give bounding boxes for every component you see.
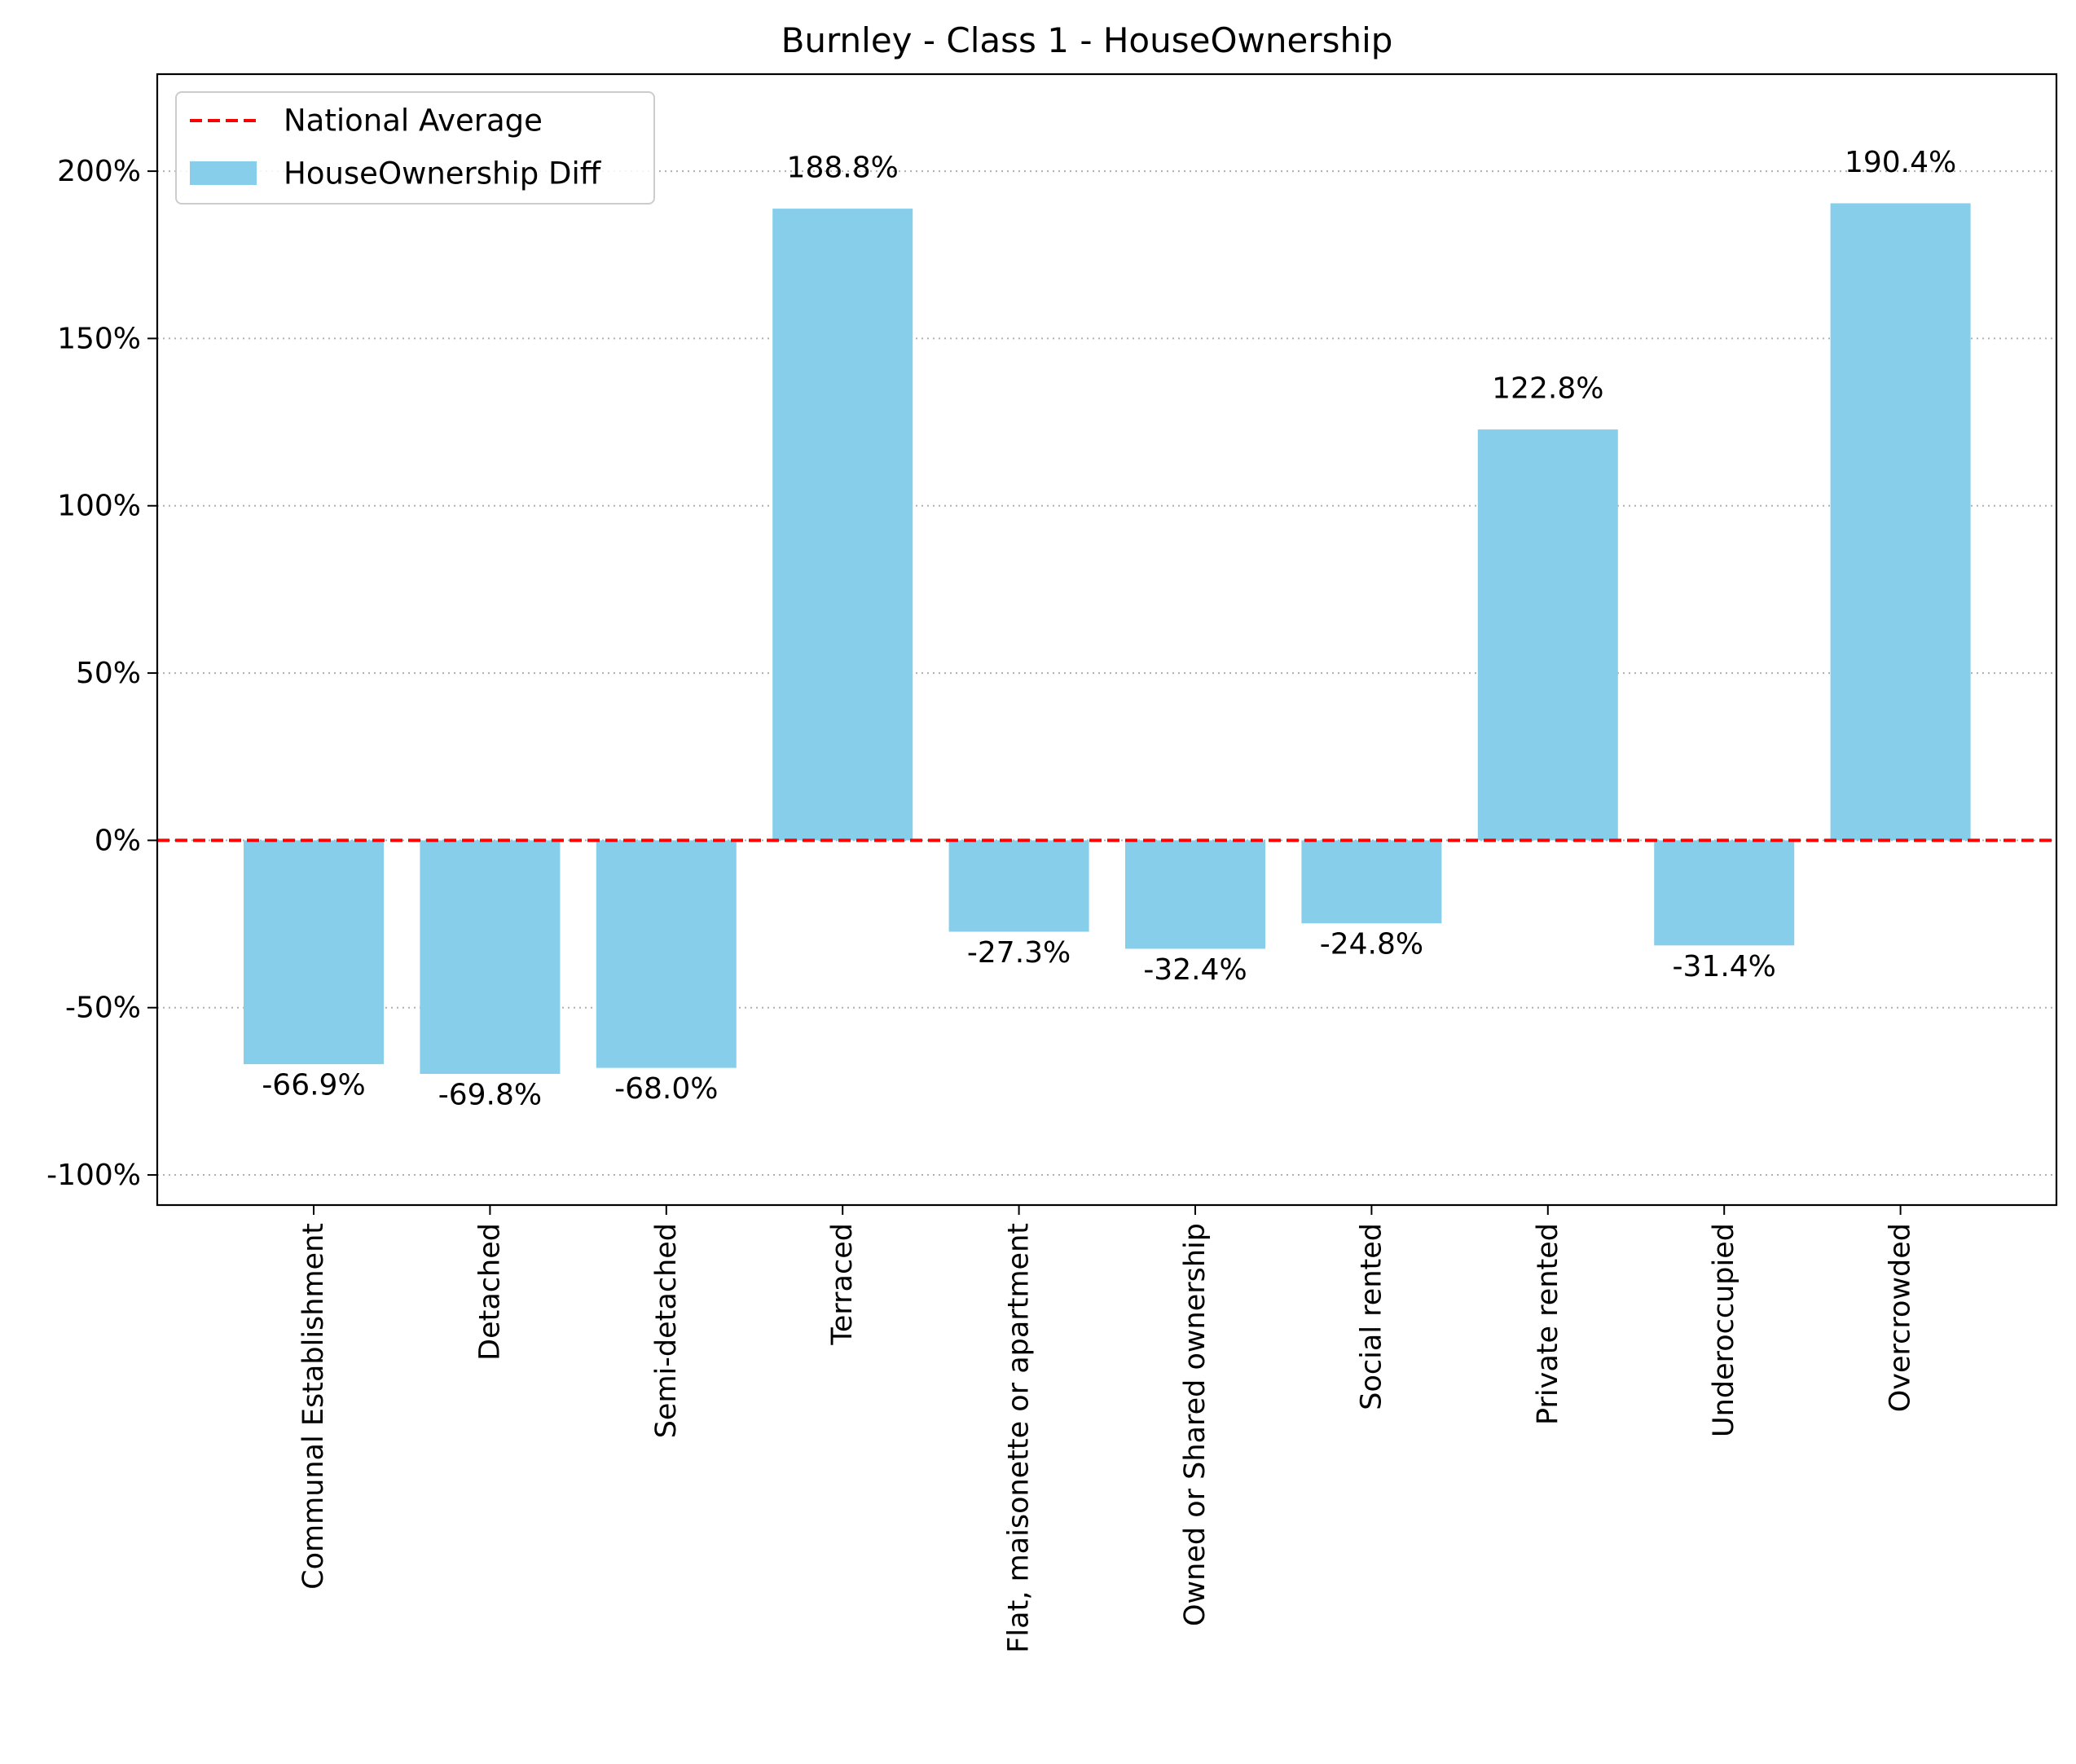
x-axis: Communal Establishment Detached Semi-detac… xyxy=(297,1205,1917,1653)
bar xyxy=(1477,429,1618,841)
legend-label: HouseOwnership Diff xyxy=(284,156,602,191)
y-tick-label: 100% xyxy=(57,490,141,523)
x-tick-label: Communal Establishment xyxy=(297,1223,330,1590)
bar xyxy=(772,209,913,841)
y-tick-label: 0% xyxy=(95,824,141,857)
x-tick-label: Detached xyxy=(473,1223,506,1361)
x-tick-label: Owned or Shared ownership xyxy=(1179,1223,1212,1626)
bars xyxy=(244,203,1971,1075)
data-label: -68.0% xyxy=(614,1072,718,1106)
bar xyxy=(1125,840,1265,949)
legend-bar-swatch xyxy=(190,161,257,185)
data-labels: -66.9% -69.8% -68.0% 188.8% -27.3% -32.4% -24.… xyxy=(262,146,1956,1112)
legend-label: National Average xyxy=(284,103,543,139)
data-label: -27.3% xyxy=(967,936,1071,970)
bar xyxy=(948,840,1089,932)
data-label: 122.8% xyxy=(1492,372,1603,406)
x-tick-label: Private rented xyxy=(1532,1223,1564,1425)
bar xyxy=(1654,840,1795,946)
x-tick-label: Flat, maisonette or apartment xyxy=(1003,1223,1036,1653)
bar xyxy=(1830,203,1971,841)
chart-title: Burnley - Class 1 - HouseOwnership xyxy=(781,20,1393,60)
plot-frame xyxy=(156,73,2058,1207)
bar xyxy=(596,840,737,1068)
legend: National Average HouseOwnership Diff xyxy=(175,91,655,205)
y-tick-label: -100% xyxy=(46,1159,141,1192)
data-label: 190.4% xyxy=(1845,146,1956,179)
y-axis: -100% -50% 0% 50% 100% 150% 200% xyxy=(46,155,157,1192)
y-tick-label: 50% xyxy=(76,657,141,690)
x-tick-label: Overcrowded xyxy=(1885,1223,1917,1412)
data-label: -31.4% xyxy=(1673,950,1776,983)
data-label: -24.8% xyxy=(1320,928,1423,961)
x-tick-label: Semi-detached xyxy=(650,1223,683,1438)
bar xyxy=(420,840,561,1075)
data-label: -66.9% xyxy=(262,1069,365,1102)
legend-box xyxy=(175,91,655,205)
x-tick-label: Terraced xyxy=(826,1223,859,1346)
data-label: -32.4% xyxy=(1143,953,1247,987)
data-label: -69.8% xyxy=(438,1079,542,1112)
bar xyxy=(1301,840,1442,924)
x-tick-label: Social rented xyxy=(1355,1223,1388,1410)
y-tick-label: 200% xyxy=(57,155,141,188)
bar xyxy=(244,840,384,1065)
x-tick-label: Underoccupied xyxy=(1708,1223,1740,1437)
y-tick-label: 150% xyxy=(57,322,141,355)
y-tick-label: -50% xyxy=(65,992,141,1025)
data-label: 188.8% xyxy=(787,152,899,185)
